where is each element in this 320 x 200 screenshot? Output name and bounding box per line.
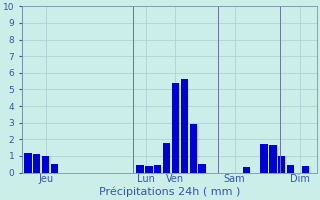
Bar <box>24 153 31 173</box>
Bar <box>42 156 49 173</box>
Bar <box>181 79 188 173</box>
Bar <box>269 145 276 173</box>
X-axis label: Précipitations 24h ( mm ): Précipitations 24h ( mm ) <box>99 187 240 197</box>
Bar <box>172 83 179 173</box>
Bar <box>243 167 250 173</box>
Bar <box>145 166 153 173</box>
Bar <box>189 124 197 173</box>
Bar <box>260 144 268 173</box>
Bar <box>278 156 285 173</box>
Bar <box>163 143 170 173</box>
Bar <box>302 166 309 173</box>
Bar <box>198 164 206 173</box>
Bar <box>287 165 294 173</box>
Bar <box>33 154 40 173</box>
Bar <box>136 165 144 173</box>
Bar <box>154 165 162 173</box>
Bar <box>51 164 58 173</box>
